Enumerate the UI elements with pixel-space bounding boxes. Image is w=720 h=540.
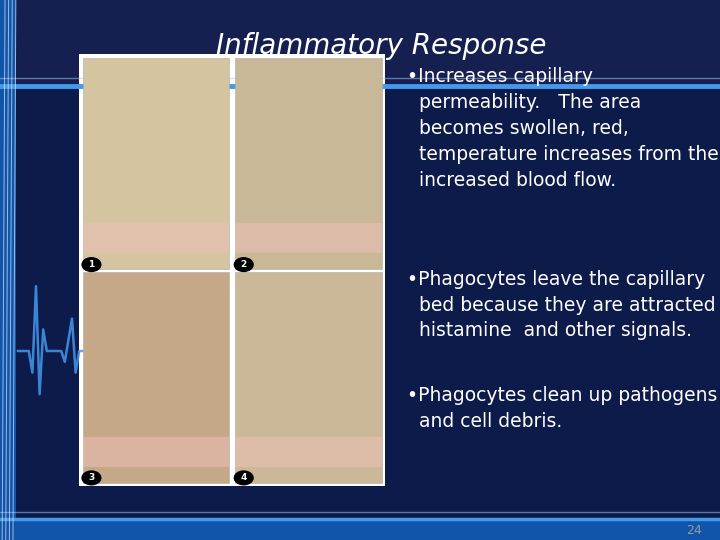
Text: 3: 3 — [89, 474, 94, 482]
Circle shape — [233, 257, 254, 272]
Bar — [83, 272, 229, 483]
Circle shape — [81, 470, 102, 485]
Bar — [235, 272, 382, 483]
Text: •Increases capillary
  permeability.   The area
  becomes swollen, red,
  temper: •Increases capillary permeability. The a… — [407, 68, 719, 190]
Text: •Phagocytes clean up pathogens
  and cell debris.: •Phagocytes clean up pathogens and cell … — [407, 386, 717, 431]
Text: 4: 4 — [240, 474, 247, 482]
Bar — [83, 223, 229, 253]
Bar — [79, 54, 385, 486]
Text: •Phagocytes leave the capillary
  bed because they are attracted
  histamine  an: •Phagocytes leave the capillary bed beca… — [407, 270, 716, 341]
Bar — [83, 437, 229, 467]
Circle shape — [233, 470, 254, 485]
Bar — [235, 58, 382, 269]
Bar — [235, 223, 382, 253]
Text: Inflammatory Response: Inflammatory Response — [216, 32, 547, 60]
Circle shape — [81, 257, 102, 272]
Text: 1: 1 — [89, 260, 94, 269]
Bar — [0, 519, 720, 540]
Text: 24: 24 — [686, 524, 702, 537]
Bar — [0, 0, 720, 86]
Text: 2: 2 — [240, 260, 247, 269]
Bar — [83, 58, 229, 269]
Bar — [235, 437, 382, 467]
Bar — [0, 0, 16, 540]
